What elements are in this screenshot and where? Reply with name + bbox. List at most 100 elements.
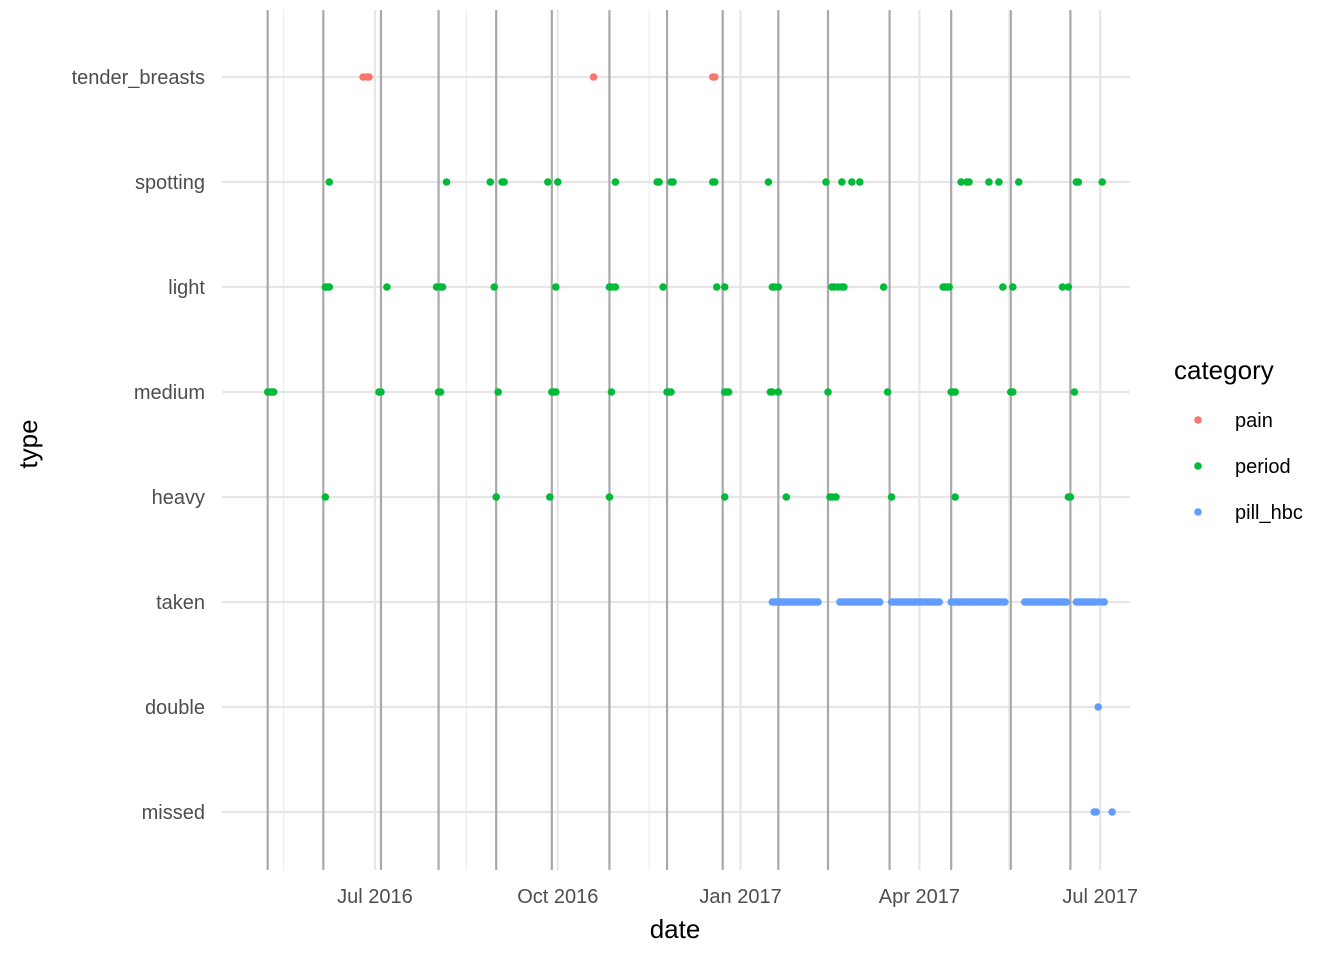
point-period xyxy=(436,388,445,396)
point-period xyxy=(999,283,1007,291)
legend-label-pill_hbc: pill_hbc xyxy=(1235,502,1303,524)
point-period xyxy=(1098,178,1106,186)
point-period xyxy=(611,178,620,186)
point-period xyxy=(383,283,391,291)
point-pill_hbc xyxy=(875,598,884,606)
point-period xyxy=(782,493,791,501)
point-period xyxy=(995,178,1003,186)
x-tick-label: Oct 2016 xyxy=(517,886,598,908)
point-pill_hbc xyxy=(935,598,944,606)
point-period xyxy=(838,178,846,186)
legend-label-pain: pain xyxy=(1235,410,1273,432)
point-period xyxy=(985,178,993,186)
point-pain xyxy=(365,73,373,81)
legend-key-period xyxy=(1194,462,1202,470)
point-period xyxy=(832,493,840,501)
point-period xyxy=(1064,283,1073,291)
y-tick-label: heavy xyxy=(152,487,205,509)
point-period xyxy=(883,388,892,396)
y-tick-label: missed xyxy=(142,802,205,824)
point-period xyxy=(965,178,973,186)
point-period xyxy=(269,388,278,396)
point-period xyxy=(611,283,620,291)
point-period xyxy=(607,388,616,396)
point-period xyxy=(655,178,663,186)
data-points xyxy=(263,73,1116,816)
point-period xyxy=(840,283,848,291)
x-tick-label: Jul 2016 xyxy=(337,886,413,908)
point-period xyxy=(438,283,447,291)
point-period xyxy=(957,178,965,186)
point-period xyxy=(492,493,500,501)
point-period xyxy=(546,493,554,501)
point-period xyxy=(720,493,729,501)
major-gridlines xyxy=(222,10,1130,870)
point-period xyxy=(1008,283,1017,291)
y-axis-title: type xyxy=(13,419,43,468)
point-period xyxy=(848,178,856,186)
legend-label-period: period xyxy=(1235,456,1291,478)
point-period xyxy=(774,283,783,291)
point-pill_hbc xyxy=(1062,598,1071,606)
y-tick-label: double xyxy=(145,697,205,719)
minor-gridlines xyxy=(283,10,1010,870)
point-period xyxy=(879,283,888,291)
y-tick-label: medium xyxy=(134,382,205,404)
point-period xyxy=(1008,388,1017,396)
point-pain xyxy=(710,73,719,81)
point-pill_hbc xyxy=(1092,808,1101,816)
point-period xyxy=(764,178,773,186)
point-period xyxy=(553,178,562,186)
point-period xyxy=(712,283,721,291)
point-period xyxy=(321,493,330,501)
point-period xyxy=(724,388,733,396)
point-period xyxy=(710,178,719,186)
point-period xyxy=(544,178,552,186)
x-tick-label: Jul 2017 xyxy=(1062,886,1138,908)
legend-key-pain xyxy=(1194,416,1202,424)
point-period xyxy=(490,283,499,291)
point-period xyxy=(887,493,896,501)
point-period xyxy=(824,388,832,396)
point-period xyxy=(774,388,783,396)
point-pain xyxy=(589,73,598,81)
point-period xyxy=(1070,388,1079,396)
legend-key-pill_hbc xyxy=(1194,508,1202,516)
point-period xyxy=(551,283,560,291)
point-period xyxy=(768,388,777,396)
point-period xyxy=(486,178,495,186)
x-tick-label: Apr 2017 xyxy=(879,886,960,908)
point-pill_hbc xyxy=(814,598,822,606)
point-period xyxy=(1014,178,1023,186)
point-period xyxy=(1058,283,1067,291)
point-period xyxy=(822,178,830,186)
point-period xyxy=(951,493,959,501)
point-period xyxy=(945,283,953,291)
y-tick-labels: missed double taken heavy medium light spottin… xyxy=(72,67,206,824)
legend: category pain period pill_hbc xyxy=(1174,355,1303,524)
point-period xyxy=(325,283,334,291)
legend-items: pain period pill_hbc xyxy=(1194,410,1303,524)
point-pill_hbc xyxy=(1100,598,1108,606)
point-period xyxy=(667,388,675,396)
point-pill_hbc xyxy=(1108,808,1116,816)
legend-title: category xyxy=(1174,355,1274,385)
point-period xyxy=(551,388,560,396)
x-tick-labels: Jul 2016 Oct 2016 Jan 2017 Apr 2017 Jul 2017 xyxy=(337,886,1138,908)
point-period xyxy=(1066,493,1075,501)
point-pill_hbc xyxy=(1094,703,1103,711)
y-tick-label: tender_breasts xyxy=(72,67,205,89)
point-period xyxy=(951,388,959,396)
point-period xyxy=(494,388,502,396)
x-tick-label: Jan 2017 xyxy=(699,886,781,908)
point-period xyxy=(1074,178,1083,186)
point-pill_hbc xyxy=(1001,598,1009,606)
period-start-lines xyxy=(266,10,1072,870)
y-tick-label: taken xyxy=(156,592,205,614)
point-period xyxy=(377,388,385,396)
point-period xyxy=(500,178,508,186)
point-period xyxy=(605,493,614,501)
x-axis-title: date xyxy=(650,914,701,944)
point-period xyxy=(669,178,677,186)
